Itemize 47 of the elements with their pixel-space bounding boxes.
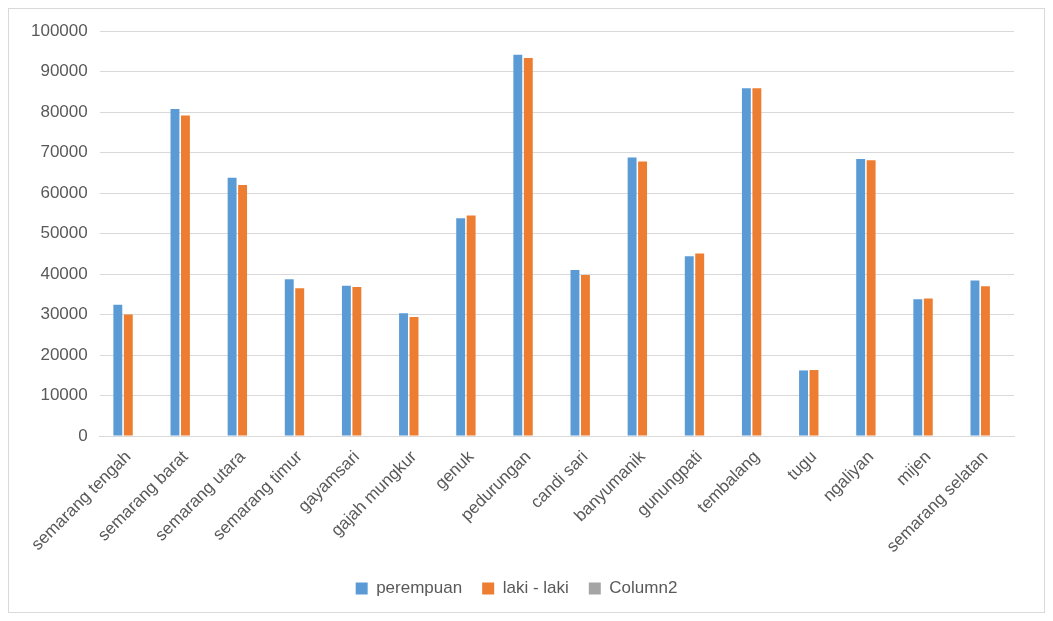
bar — [399, 313, 408, 436]
bar — [284, 279, 294, 436]
bar — [923, 298, 933, 436]
bar — [627, 157, 637, 436]
bar — [409, 317, 419, 436]
bar — [856, 159, 866, 436]
bar — [638, 161, 648, 436]
y-tick-label: 50000 — [40, 223, 88, 243]
bar — [752, 88, 762, 436]
bar — [466, 215, 476, 436]
y-tick-label: 90000 — [40, 61, 88, 81]
legend-label: Column2 — [609, 578, 678, 598]
bar — [695, 253, 705, 436]
y-tick-label: 60000 — [40, 182, 88, 202]
bar — [238, 185, 248, 436]
y-tick-label: 80000 — [40, 101, 88, 121]
legend-label: laki - laki — [502, 578, 569, 598]
y-tick-label: 30000 — [40, 304, 88, 324]
bar — [809, 370, 819, 436]
y-tick-label: 70000 — [40, 142, 88, 162]
bar — [913, 299, 923, 436]
y-tick-label: 10000 — [40, 385, 88, 405]
bar — [180, 115, 190, 436]
bar — [123, 314, 133, 436]
bar — [970, 280, 980, 436]
y-tick-label: 0 — [78, 425, 88, 445]
bar — [570, 270, 580, 436]
legend-label: perempuan — [376, 578, 463, 598]
bar — [456, 218, 466, 436]
bar — [341, 285, 351, 436]
bar — [741, 88, 751, 436]
bar — [513, 54, 523, 436]
y-tick-label: 40000 — [40, 263, 88, 283]
bar — [170, 108, 180, 436]
bar — [295, 288, 305, 436]
x-tick-label: tugu — [783, 446, 821, 484]
bar — [866, 160, 876, 436]
bar — [580, 274, 590, 436]
bar — [684, 256, 694, 436]
bar — [980, 286, 990, 436]
bar — [352, 287, 362, 436]
y-tick-label: 20000 — [40, 344, 88, 364]
bar — [799, 370, 808, 436]
bar — [113, 304, 123, 436]
y-tick-label: 100000 — [30, 20, 88, 40]
bar — [523, 57, 533, 436]
bar — [227, 177, 237, 436]
